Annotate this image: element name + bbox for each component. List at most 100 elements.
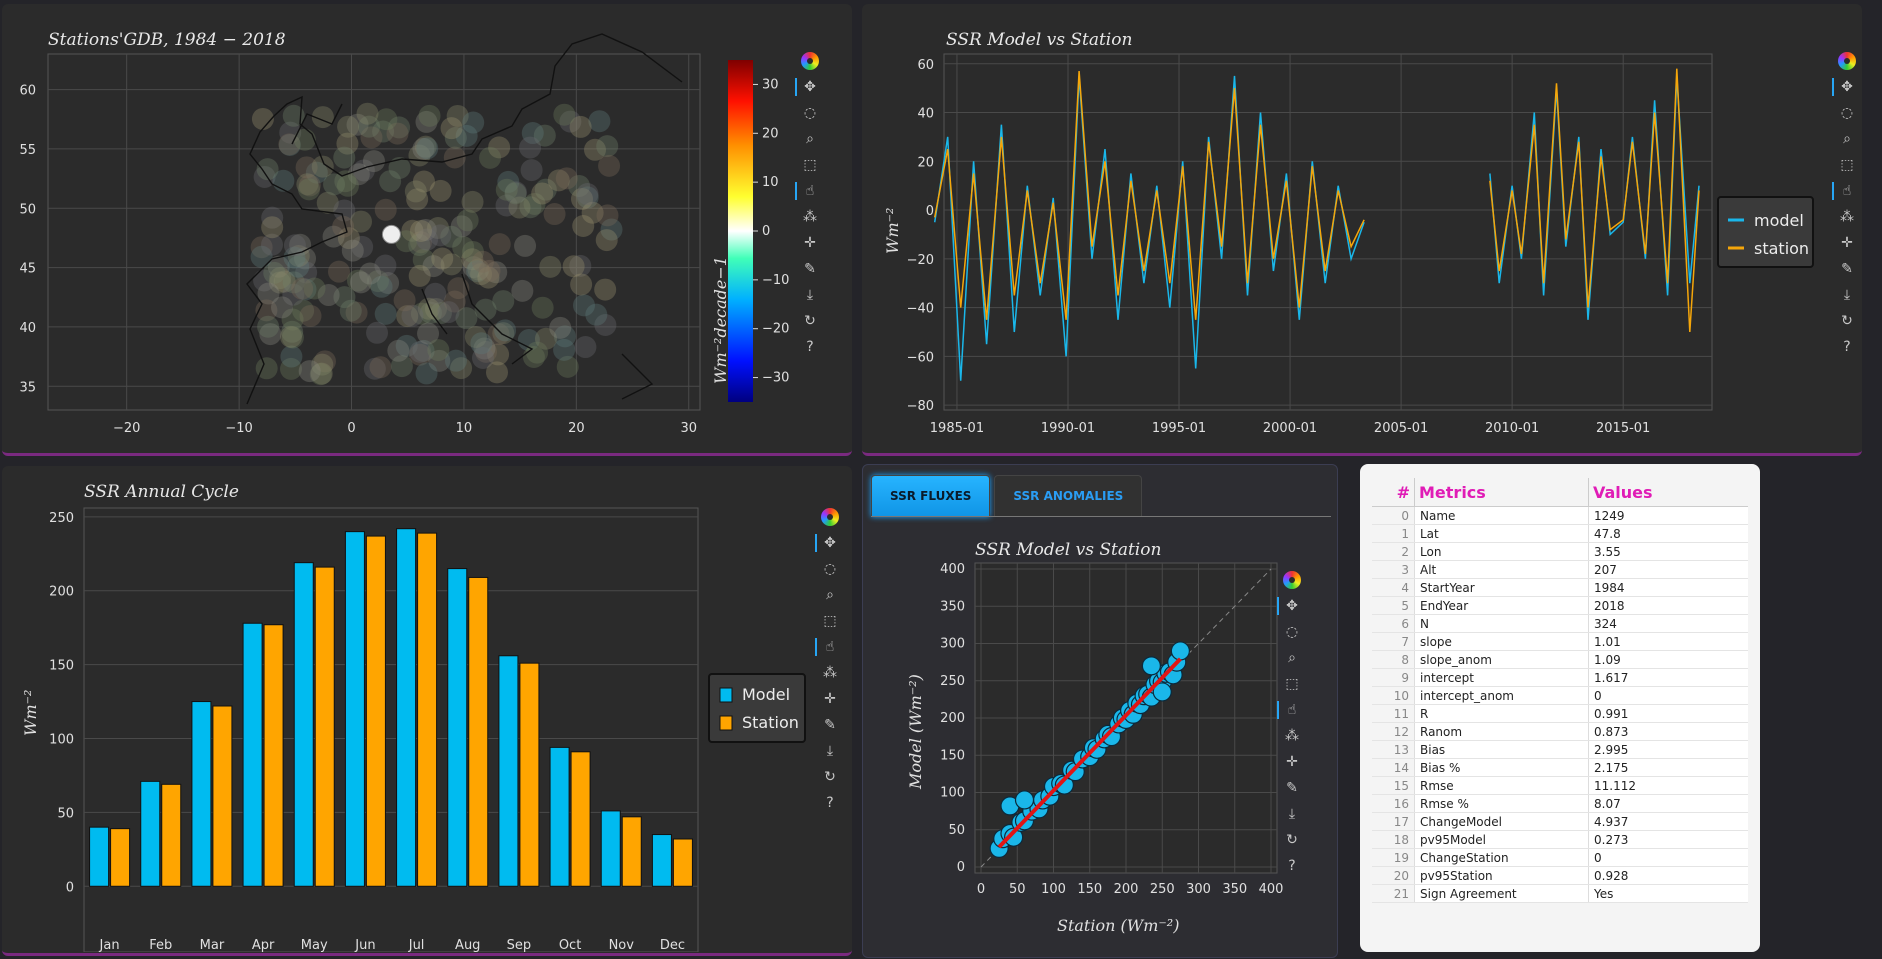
station-dot[interactable]	[455, 307, 478, 330]
station-dot[interactable]	[519, 196, 542, 219]
tab-ssr-fluxes[interactable]: SSR FLUXES	[871, 475, 991, 517]
save-icon[interactable]: ⤓	[1288, 806, 1296, 822]
station-dot[interactable]	[464, 325, 487, 348]
table-row[interactable]: 21 Sign Agreement Yes	[1372, 884, 1748, 903]
metric-value-cell[interactable]: 0.873	[1588, 722, 1748, 741]
station-dot[interactable]	[485, 261, 508, 284]
station-dot[interactable]	[531, 296, 554, 319]
station-bar[interactable]	[468, 576, 489, 887]
station-dot[interactable]	[390, 355, 413, 378]
save-icon[interactable]: ⤓	[826, 743, 834, 759]
station-dot[interactable]	[517, 328, 540, 351]
metric-value-cell[interactable]: 0.273	[1588, 830, 1748, 849]
table-row[interactable]: 17 ChangeModel 4.937	[1372, 812, 1748, 831]
station-dot[interactable]	[255, 357, 278, 380]
station-bar[interactable]	[672, 838, 693, 887]
station-bar[interactable]	[365, 535, 386, 887]
station-dot[interactable]	[261, 216, 284, 239]
station-dot[interactable]	[470, 332, 493, 355]
row-index[interactable]: 21	[1372, 884, 1415, 903]
row-index[interactable]: 1	[1372, 524, 1415, 543]
metric-value-cell[interactable]: 11.112	[1588, 776, 1748, 795]
station-dot[interactable]	[559, 110, 582, 133]
station-dot[interactable]	[351, 235, 374, 258]
station-dot[interactable]	[253, 165, 276, 188]
station-dot[interactable]	[339, 299, 362, 322]
model-bar[interactable]	[447, 568, 468, 887]
station-dot[interactable]	[440, 117, 463, 140]
station-dot[interactable]	[447, 277, 470, 300]
table-row[interactable]: 10 intercept_anom 0	[1372, 686, 1748, 705]
station-dot[interactable]	[410, 231, 433, 254]
crosshair-icon[interactable]: ✛	[1286, 754, 1298, 770]
station-dot[interactable]	[406, 188, 429, 211]
station-dot[interactable]	[508, 196, 531, 219]
table-row[interactable]: 5 EndYear 2018	[1372, 596, 1748, 615]
table-row[interactable]: 20 pv95Station 0.928	[1372, 866, 1748, 885]
station-dot[interactable]	[415, 110, 438, 133]
station-dot[interactable]	[374, 254, 397, 277]
station-dot[interactable]	[492, 322, 515, 345]
metric-value-cell[interactable]: 0	[1588, 848, 1748, 867]
model-bar[interactable]	[140, 780, 161, 887]
edit-icon[interactable]: ✎	[1841, 261, 1853, 277]
table-row[interactable]: 12 Ranom 0.873	[1372, 722, 1748, 741]
station-trend-map[interactable]: Stations'GDB, 1984 − 2018 −20 −10 0 10 20 30 6…	[2, 4, 852, 452]
box-select-icon[interactable]: ⬚	[1285, 676, 1299, 692]
station-dot[interactable]	[259, 323, 282, 346]
row-index[interactable]: 8	[1372, 650, 1415, 669]
station-dot[interactable]	[356, 102, 379, 125]
edit-icon[interactable]: ✎	[804, 261, 816, 277]
station-dot[interactable]	[295, 261, 318, 284]
metric-name-cell[interactable]: StartYear	[1414, 578, 1589, 597]
station-dot[interactable]	[347, 163, 370, 186]
save-icon[interactable]: ⤓	[1843, 287, 1851, 303]
station-dot[interactable]	[461, 240, 484, 263]
hover-icon[interactable]: ⁂	[823, 665, 837, 681]
reset-icon[interactable]: ↻	[1841, 313, 1853, 329]
station-dot[interactable]	[303, 277, 326, 300]
station-dot[interactable]	[492, 290, 515, 313]
metric-name-cell[interactable]: ChangeStation	[1414, 848, 1589, 867]
station-dot[interactable]	[327, 260, 350, 283]
station-dot[interactable]	[271, 296, 294, 319]
metric-name-cell[interactable]: Lat	[1414, 524, 1589, 543]
station-dot[interactable]	[427, 216, 450, 239]
metric-name-cell[interactable]: pv95Station	[1414, 866, 1589, 885]
row-index[interactable]: 3	[1372, 560, 1415, 579]
model-bar[interactable]	[600, 810, 621, 887]
station-dot[interactable]	[461, 190, 484, 213]
station-dot[interactable]	[261, 233, 284, 256]
station-dot[interactable]	[414, 135, 437, 158]
metric-value-cell[interactable]: 1984	[1588, 578, 1748, 597]
metric-name-cell[interactable]: intercept_anom	[1414, 686, 1589, 705]
station-bar[interactable]	[263, 624, 284, 887]
station-dot[interactable]	[437, 301, 460, 324]
station-dot[interactable]	[295, 156, 318, 179]
row-index[interactable]: 12	[1372, 722, 1415, 741]
station-dot[interactable]	[452, 236, 475, 259]
station-dot[interactable]	[401, 304, 424, 327]
station-dot[interactable]	[292, 299, 315, 322]
station-dot[interactable]	[504, 181, 527, 204]
row-index[interactable]: 0	[1372, 506, 1415, 525]
station-dot[interactable]	[298, 360, 321, 383]
reset-icon[interactable]: ↻	[1286, 832, 1298, 848]
station-dot[interactable]	[549, 316, 572, 339]
crosshair-icon[interactable]: ✛	[804, 235, 816, 251]
station-dot[interactable]	[283, 234, 306, 257]
station-dot[interactable]	[336, 174, 359, 197]
station-dot[interactable]	[369, 356, 392, 379]
row-index[interactable]: 13	[1372, 740, 1415, 759]
metric-name-cell[interactable]: Name	[1414, 506, 1589, 525]
metric-value-cell[interactable]: 2018	[1588, 596, 1748, 615]
station-dot[interactable]	[414, 218, 437, 241]
station-dot[interactable]	[395, 334, 418, 357]
box-zoom-icon[interactable]: ⌕	[1843, 131, 1851, 147]
box-select-icon[interactable]: ⬚	[803, 157, 817, 173]
metric-value-cell[interactable]: 0.928	[1588, 866, 1748, 885]
row-index[interactable]: 17	[1372, 812, 1415, 831]
station-dot[interactable]	[466, 260, 489, 283]
metric-name-cell[interactable]: Alt	[1414, 560, 1589, 579]
station-dot[interactable]	[412, 339, 435, 362]
